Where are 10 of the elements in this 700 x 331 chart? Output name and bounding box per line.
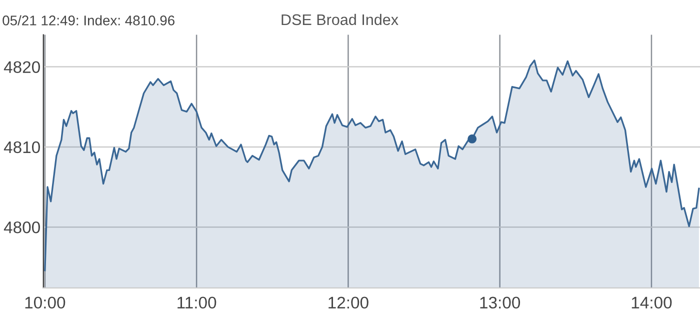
y-tick-label: 4810 — [4, 141, 40, 154]
chart-title: DSE Broad Index — [282, 14, 398, 26]
x-tick-label: 14:00 — [632, 296, 672, 309]
x-tick-label: 12:00 — [328, 296, 368, 309]
y-tick-label: 4820 — [4, 61, 40, 74]
x-tick-label: 13:00 — [480, 296, 520, 309]
x-tick-label: 11:00 — [178, 296, 216, 309]
text: 05/21 12:49: Index: 4810.96 — [2, 15, 174, 26]
y-tick-label: 4800 — [4, 221, 40, 234]
x-tick-label: 10:00 — [25, 296, 66, 309]
